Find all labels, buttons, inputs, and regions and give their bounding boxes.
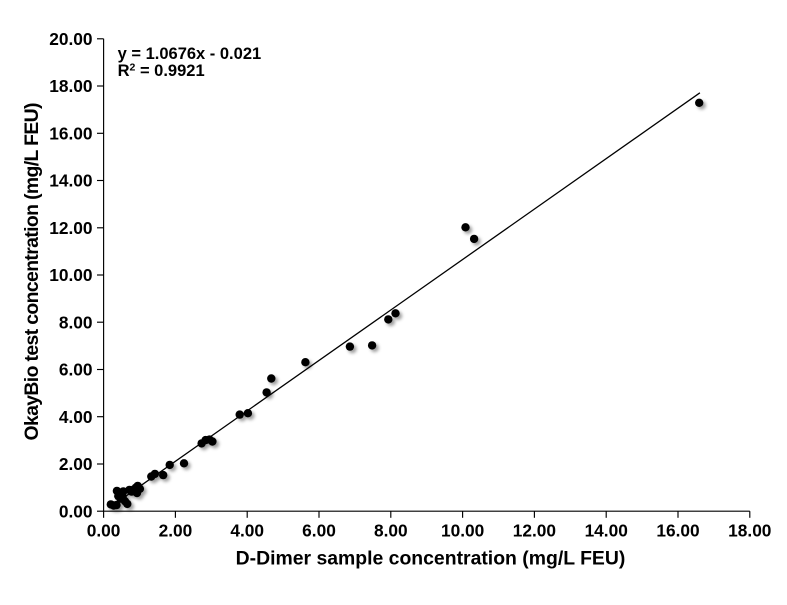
svg-text:OkayBio test concentration (mg: OkayBio test concentration (mg/L FEU) [21,103,43,441]
svg-text:6.00: 6.00 [59,360,93,380]
svg-text:D-Dimer sample concentration (: D-Dimer sample concentration (mg/L FEU) [236,547,626,569]
svg-text:y = 1.0676x - 0.021: y = 1.0676x - 0.021 [118,45,262,63]
svg-text:20.00: 20.00 [49,29,92,49]
svg-text:6.00: 6.00 [302,521,336,541]
svg-text:14.00: 14.00 [585,521,628,541]
svg-text:16.00: 16.00 [49,124,92,144]
svg-text:12.00: 12.00 [49,218,92,238]
svg-text:R2 = 0.9921: R2 = 0.9921 [118,62,205,81]
svg-text:10.00: 10.00 [441,521,484,541]
svg-text:18.00: 18.00 [728,521,771,541]
svg-text:8.00: 8.00 [374,521,408,541]
svg-text:2.00: 2.00 [59,454,93,474]
svg-text:14.00: 14.00 [49,171,92,191]
svg-text:10.00: 10.00 [49,265,92,285]
svg-text:4.00: 4.00 [230,521,264,541]
svg-text:12.00: 12.00 [513,521,556,541]
svg-text:0.00: 0.00 [59,501,93,521]
svg-text:2.00: 2.00 [159,521,193,541]
svg-text:8.00: 8.00 [59,312,93,332]
svg-text:18.00: 18.00 [49,76,92,96]
svg-text:16.00: 16.00 [656,521,699,541]
svg-text:4.00: 4.00 [59,407,93,427]
svg-text:0.00: 0.00 [87,521,121,541]
